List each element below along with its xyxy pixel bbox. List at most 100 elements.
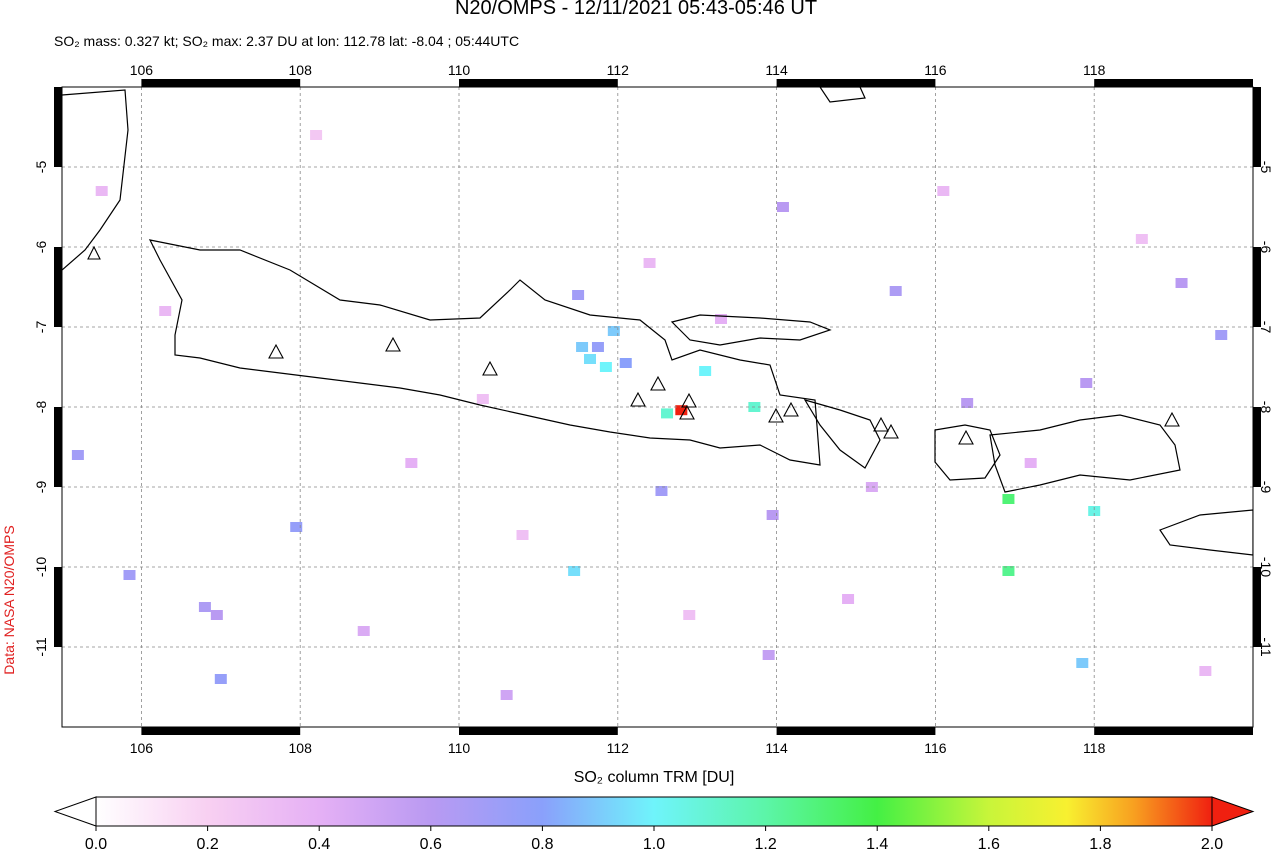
- colorbar-tick-label: 0.8: [531, 836, 553, 853]
- volcano: [783, 401, 799, 417]
- x-tick-label: 116: [924, 740, 947, 756]
- so2-pixel: [599, 362, 612, 372]
- y-tick-label: -11: [33, 637, 49, 656]
- so2-pixel: [961, 398, 974, 408]
- colorbar-tick-label: 1.6: [978, 836, 1000, 853]
- so2-pixel: [516, 530, 529, 540]
- x-tick-label: 114: [765, 62, 788, 78]
- colorbar-tick-label: 0.4: [308, 836, 330, 853]
- frame-band: [141, 727, 301, 735]
- coastline: [1159, 509, 1253, 556]
- so2-pixel: [607, 326, 620, 336]
- x-tick-label: 118: [1083, 740, 1106, 756]
- x-tick-label: 108: [289, 740, 313, 756]
- y-tick-label: -6: [33, 241, 49, 254]
- frame-band: [1094, 79, 1253, 87]
- so2-pixel: [159, 306, 172, 316]
- so2-pixel: [889, 286, 902, 296]
- y-tick-label: -11: [1258, 637, 1272, 656]
- colorbar-tick-label: 2.0: [1201, 836, 1223, 853]
- x-tick-label: 110: [448, 740, 471, 756]
- coastline: [934, 424, 1001, 481]
- map-border: [61, 86, 1254, 728]
- x-tick-label: 106: [130, 62, 154, 78]
- so2-pixel: [661, 408, 674, 419]
- frame-band: [54, 247, 62, 327]
- volcano: [768, 407, 784, 423]
- x-tick-label: 112: [607, 62, 630, 78]
- x-tick-label: 114: [765, 740, 788, 756]
- so2-pixel: [476, 394, 489, 404]
- colorbar-gradient: [95, 796, 1213, 827]
- x-tick-label: 116: [924, 62, 947, 78]
- volcano: [883, 423, 899, 439]
- so2-pixel: [500, 690, 513, 700]
- coastline: [670, 314, 832, 346]
- so2-pixel: [766, 510, 779, 520]
- frame-band: [141, 79, 301, 87]
- so2-pixel: [715, 314, 728, 324]
- colorbar-tick-label: 0.6: [420, 836, 442, 853]
- frame-band: [776, 79, 936, 87]
- colorbar: SO₂ column TRM [DU] 0.0 0.2 0.4 0.6 0.8 1.0 1.…: [53, 769, 1255, 853]
- so2-pixel: [568, 566, 581, 576]
- frame-band: [1253, 407, 1261, 487]
- so2-pixel: [572, 290, 585, 300]
- volcano: [1164, 411, 1180, 427]
- y-tick-label: -8: [1258, 401, 1272, 414]
- frame-band: [459, 79, 618, 87]
- so2-pixel: [865, 482, 878, 492]
- x-tick-label: 110: [448, 62, 471, 78]
- so2-pixel: [1002, 494, 1015, 504]
- so2-pixel: [1088, 506, 1101, 516]
- so2-pixel: [584, 354, 597, 364]
- so2-pixel: [643, 258, 656, 268]
- volcano: [87, 245, 101, 260]
- so2-pixel: [405, 458, 418, 468]
- so2-pixel: [1175, 278, 1188, 288]
- frame-band: [54, 87, 62, 167]
- so2-pixel: [675, 405, 688, 416]
- coastline: [62, 89, 129, 271]
- so2-pixel: [619, 358, 632, 368]
- x-tick-label: 108: [289, 62, 313, 78]
- volcano: [385, 336, 401, 352]
- so2-pixel: [1135, 234, 1148, 244]
- title: N20/OMPS - 12/11/2021 05:43-05:46 UT: [455, 0, 817, 19]
- so2-pixel: [123, 570, 136, 580]
- volcano: [268, 343, 284, 359]
- x-tick-label: 118: [1083, 62, 1106, 78]
- colorbar-under-arrow: [53, 796, 97, 827]
- so2-pixel: [210, 610, 223, 620]
- so2-pixel: [591, 342, 604, 352]
- y-tick-label: -9: [33, 481, 49, 494]
- map-frame: [54, 79, 1261, 735]
- y-tick-label: -5: [33, 161, 49, 174]
- y-tick-label: -7: [1258, 321, 1272, 334]
- x-tick-label: 106: [130, 740, 154, 756]
- frame-band: [1253, 567, 1261, 647]
- colorbar-tick-label: 1.4: [866, 836, 888, 853]
- frame-band: [776, 727, 936, 735]
- volcano: [679, 404, 695, 420]
- so2-pixel: [842, 594, 855, 604]
- so2-pixel: [310, 130, 323, 140]
- volcano: [630, 391, 646, 407]
- so2-pixel: [95, 186, 108, 196]
- colorbar-tick-label: 1.8: [1089, 836, 1111, 853]
- so2-pixel: [1002, 566, 1015, 576]
- so2-pixel: [290, 522, 303, 532]
- coastline: [148, 239, 821, 466]
- frame-band: [1253, 247, 1261, 327]
- x-tick-label: 112: [607, 740, 630, 756]
- so2-pixel: [1080, 378, 1093, 388]
- colorbar-over-arrow: [1211, 796, 1255, 827]
- so2-pixel: [198, 602, 211, 612]
- so2-pixel: [762, 650, 775, 660]
- so2-pixel: [1215, 330, 1228, 340]
- so2-pixel: [214, 674, 227, 684]
- coastline: [803, 399, 881, 469]
- y-tick-label: -8: [33, 401, 49, 414]
